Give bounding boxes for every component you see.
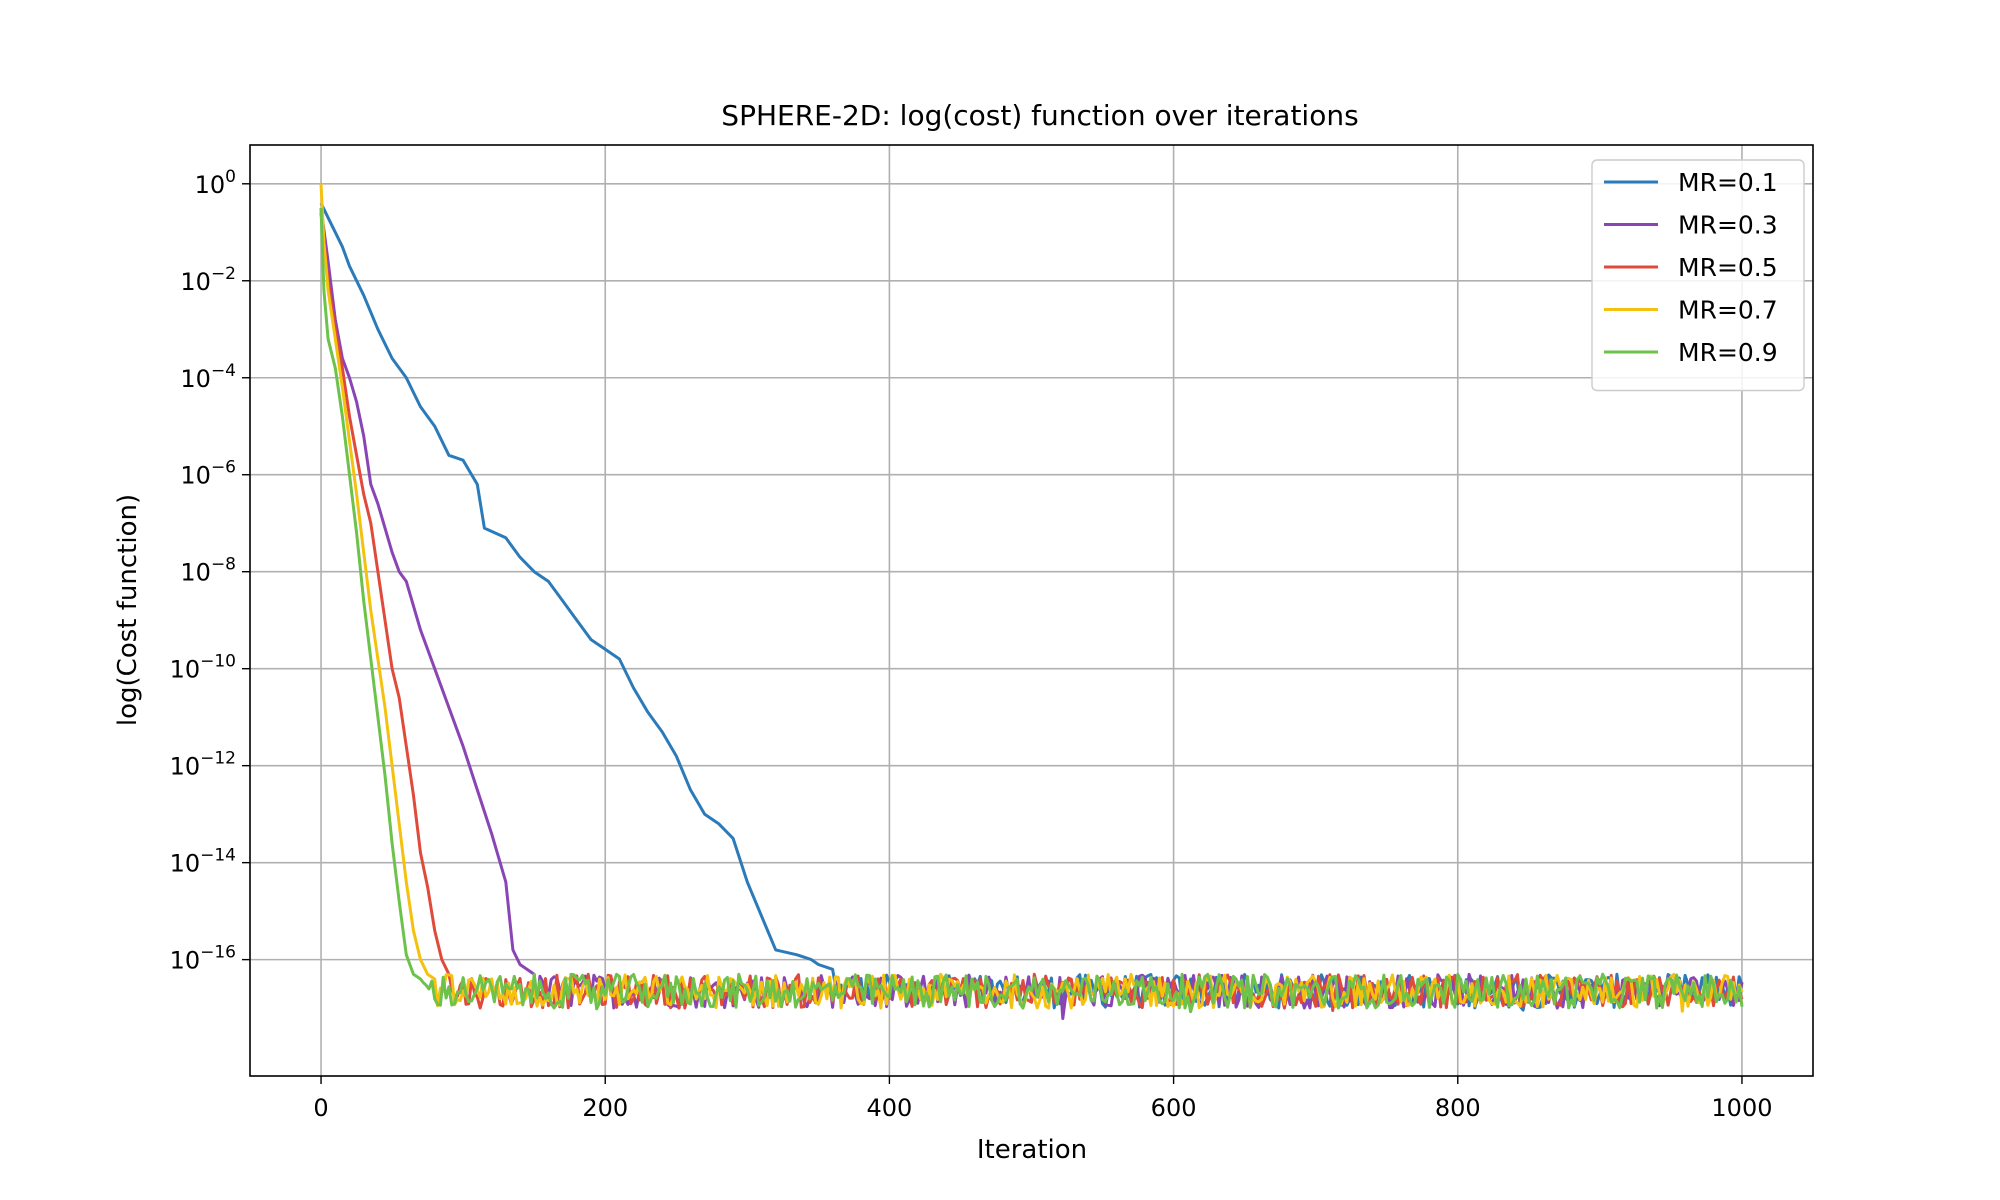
y-tick-label: 10−12	[170, 749, 236, 781]
y-tick-label: 10−16	[170, 943, 236, 975]
series-layer	[319, 183, 1744, 1020]
legend-label: MR=0.5	[1678, 253, 1778, 282]
x-axis-label: Iteration	[977, 1135, 1087, 1165]
y-tick-label: 10−6	[180, 458, 236, 490]
x-tick-label: 800	[1435, 1094, 1481, 1122]
series-line-2	[319, 207, 1744, 1020]
x-tick-label: 600	[1151, 1094, 1197, 1122]
plot-frame	[249, 144, 1814, 1077]
y-tick-label: 10−14	[170, 846, 236, 878]
grid-lines	[250, 145, 1813, 1076]
series-line-5	[319, 207, 1744, 1014]
legend: MR=0.1 MR=0.3 MR=0.5 MR=0.7 MR=0.9	[1591, 159, 1805, 392]
y-axis-label: log(Cost function)	[113, 494, 143, 726]
y-tick-label: 10−4	[180, 361, 236, 393]
chart-title: SPHERE-2D: log(cost) function over itera…	[721, 99, 1358, 132]
legend-label: MR=0.7	[1678, 296, 1778, 325]
legend-label: MR=0.1	[1678, 168, 1778, 197]
series-line-1	[319, 202, 1744, 1012]
y-axis: 100 10−2 10−4 10−6 10−8 10−10 10−12 10−14 10−16	[170, 167, 250, 975]
legend-label: MR=0.3	[1678, 211, 1778, 240]
x-tick-label: 200	[582, 1094, 628, 1122]
x-tick-label: 1000	[1711, 1094, 1772, 1122]
y-tick-label: 10−2	[180, 264, 236, 296]
x-tick-label: 0	[313, 1094, 328, 1122]
x-tick-label: 400	[867, 1094, 913, 1122]
series-line-3	[319, 212, 1744, 1012]
series-line-4	[319, 183, 1744, 1013]
x-axis: 0 200 400 600 800 1000	[313, 1076, 1772, 1122]
legend-box	[1591, 159, 1805, 392]
legend-label: MR=0.9	[1678, 338, 1778, 367]
y-tick-label: 100	[195, 167, 236, 199]
y-tick-label: 10−8	[180, 555, 236, 587]
y-tick-label: 10−10	[170, 652, 236, 684]
